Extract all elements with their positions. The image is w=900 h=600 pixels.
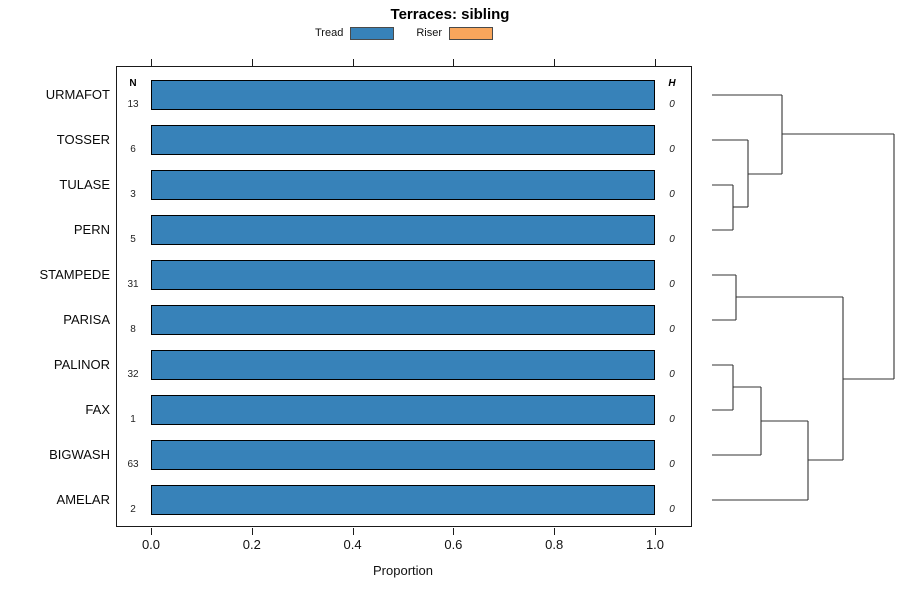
n-value: 5 (130, 234, 136, 245)
legend-label-riser: Riser (416, 27, 442, 39)
x-tick-label: 0.0 (141, 537, 161, 552)
axis-tick (151, 528, 152, 535)
category-label: FAX (85, 402, 110, 417)
n-value: 2 (130, 504, 136, 515)
category-label: URMAFOT (45, 87, 110, 102)
plot-area-border (116, 66, 692, 527)
legend-swatch-tread (350, 26, 395, 40)
h-value: 0 (669, 459, 675, 470)
axis-tick (251, 528, 253, 535)
tread-bar (151, 305, 655, 335)
tread-bar (151, 350, 655, 380)
tread-bar (151, 80, 655, 110)
category-label: PARISA (63, 312, 110, 327)
x-axis-title: Proportion (373, 563, 433, 578)
tread-bar (151, 440, 655, 470)
category-label: PERN (73, 222, 110, 237)
chart-legend: Tread Riser (116, 25, 692, 41)
axis-tick (453, 59, 455, 66)
category-label: TOSSER (56, 132, 110, 147)
tread-bar (151, 395, 655, 425)
h-value: 0 (669, 144, 675, 155)
n-value: 31 (127, 279, 139, 290)
axis-tick (151, 59, 152, 66)
axis-tick (251, 59, 253, 66)
h-value: 0 (669, 504, 675, 515)
x-tick-label: 0.4 (343, 537, 362, 552)
category-label: STAMPEDE (39, 267, 110, 282)
tread-bar (151, 170, 655, 200)
h-value: 0 (669, 279, 675, 290)
n-column-header: N (129, 78, 137, 89)
x-tick-label: 0.2 (242, 537, 261, 552)
n-value: 1 (130, 414, 136, 425)
category-label: BIGWASH (49, 447, 110, 462)
category-label: AMELAR (56, 492, 110, 507)
tread-bar (151, 215, 655, 245)
h-value: 0 (669, 414, 675, 425)
n-value: 3 (130, 189, 136, 200)
axis-tick (655, 59, 656, 66)
h-value: 0 (669, 234, 675, 245)
axis-tick (352, 59, 354, 66)
tread-bar (151, 485, 655, 515)
h-value: 0 (669, 99, 675, 110)
tread-bar (151, 260, 655, 290)
legend-swatch-riser (449, 26, 493, 40)
axis-tick (554, 528, 556, 535)
legend-item-riser: Riser (416, 26, 493, 40)
legend-label-tread: Tread (315, 27, 344, 39)
tread-bar (151, 125, 655, 155)
h-value: 0 (669, 189, 675, 200)
axis-tick (554, 59, 556, 66)
h-value: 0 (669, 369, 675, 380)
x-tick-label: 0.6 (444, 537, 463, 552)
chart-title: Terraces: sibling (390, 6, 510, 23)
axis-tick (453, 528, 455, 535)
legend-item-tread: Tread (315, 26, 395, 40)
category-label: PALINOR (53, 357, 110, 372)
n-value: 8 (130, 324, 136, 335)
n-value: 32 (127, 369, 139, 380)
category-label: TULASE (59, 177, 110, 192)
x-tick-label: 0.8 (545, 537, 564, 552)
n-value: 6 (130, 144, 136, 155)
h-column-header: H (668, 78, 676, 89)
n-value: 63 (127, 459, 139, 470)
axis-tick (655, 528, 656, 535)
axis-tick (352, 528, 354, 535)
n-value: 13 (127, 99, 139, 110)
x-tick-label: 1.0 (645, 537, 665, 552)
h-value: 0 (669, 324, 675, 335)
